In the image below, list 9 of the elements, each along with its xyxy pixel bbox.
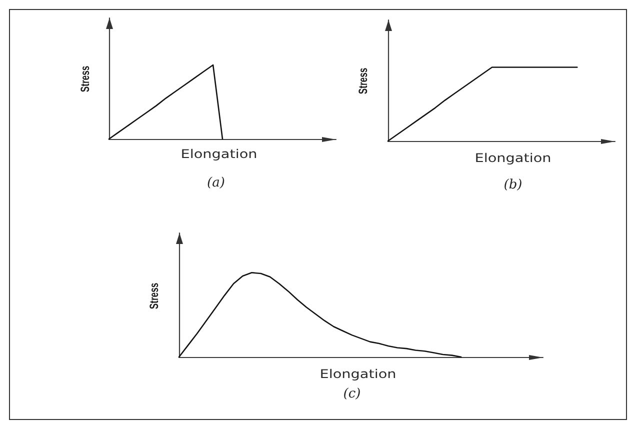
- text: (b): [504, 178, 522, 192]
- x-axis-title: Elongation: [180, 148, 258, 162]
- text: (a): [207, 176, 225, 190]
- x-axis-title: Elongation: [320, 368, 396, 382]
- y-axis-title: Stress: [358, 68, 370, 94]
- y-axis-title: Stress: [148, 282, 162, 310]
- y-axis-title: Stress: [80, 66, 92, 92]
- text: (c): [343, 386, 361, 402]
- x-axis-title: Elongation: [474, 152, 552, 166]
